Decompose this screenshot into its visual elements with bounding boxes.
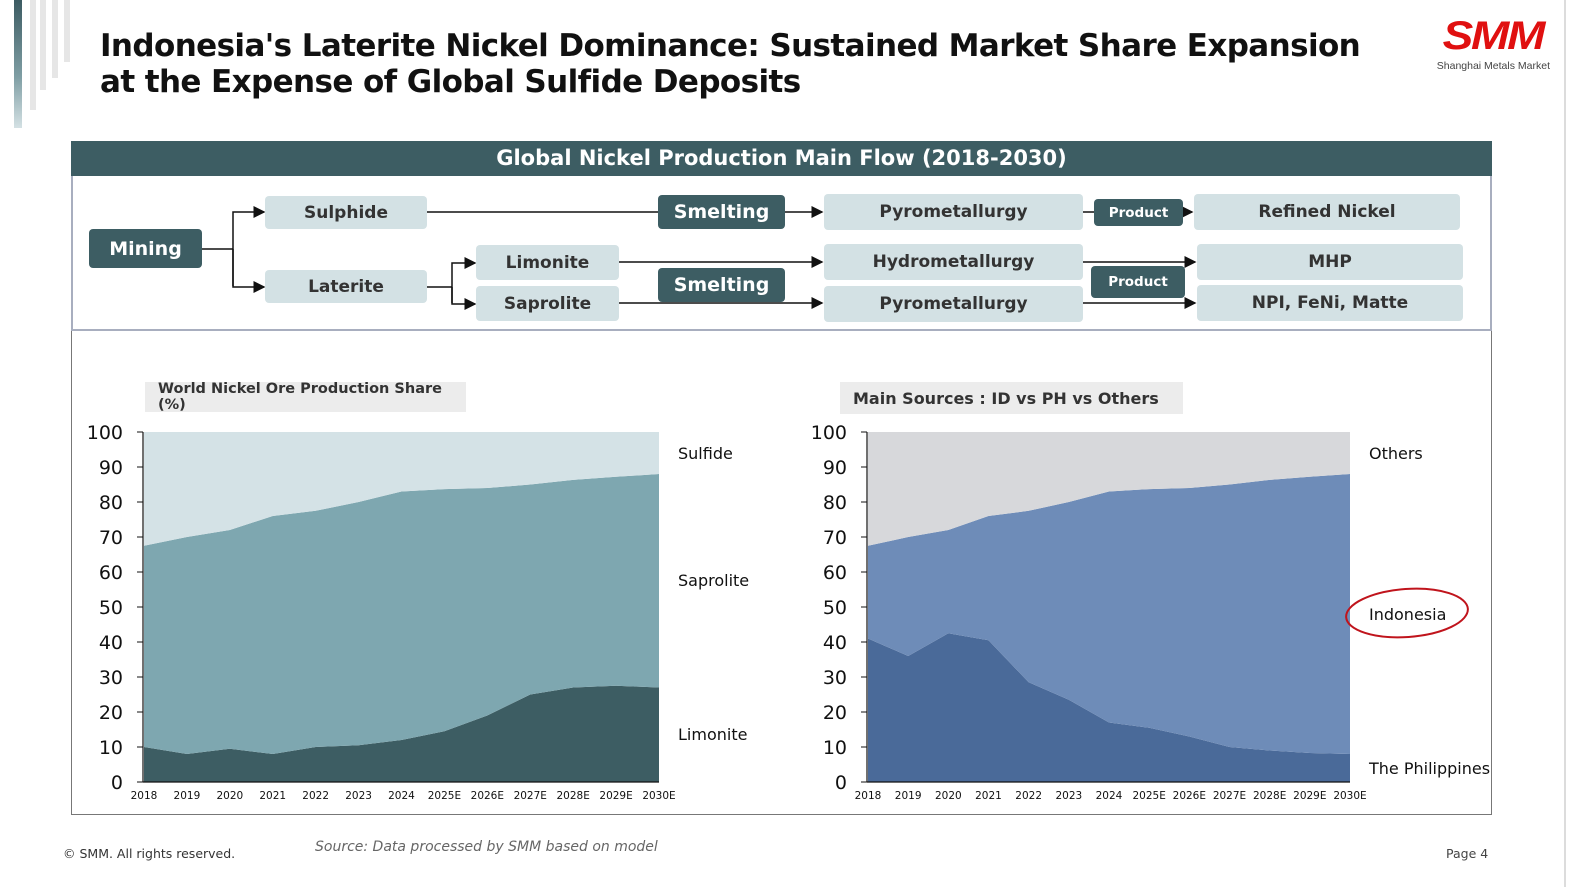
arrow-to-saprolite bbox=[451, 287, 477, 310]
right-x-tick-label: 2027E bbox=[1213, 790, 1246, 802]
right-x-tick-label: 2030E bbox=[1333, 790, 1366, 802]
right-x-tick-label: 2028E bbox=[1253, 790, 1286, 802]
left-y-tick-label: 50 bbox=[99, 597, 123, 619]
right-x-tick-label: 2019 bbox=[895, 790, 922, 802]
right-y-tick-label: 70 bbox=[823, 527, 847, 549]
right-y-tick-label: 30 bbox=[823, 667, 847, 689]
page-edge-divider bbox=[1564, 0, 1566, 887]
right-area-indonesia bbox=[868, 474, 1350, 754]
page-title: Indonesia's Laterite Nickel Dominance: S… bbox=[100, 28, 1361, 100]
left-x-tick-label: 2024 bbox=[388, 790, 415, 802]
node-product-bottom: Product bbox=[1091, 266, 1185, 298]
right-area-the-philippines bbox=[868, 633, 1350, 782]
decorative-bar bbox=[30, 0, 36, 110]
left-x-tick-label: 2023 bbox=[345, 790, 372, 802]
left-y-tick-label: 0 bbox=[111, 772, 123, 794]
right-y-tick-label: 100 bbox=[811, 422, 847, 444]
left-series-label-sulfide: Sulfide bbox=[678, 444, 733, 463]
arrow-to-laterite bbox=[232, 249, 266, 293]
right-x-tick-label: 2021 bbox=[975, 790, 1002, 802]
right-y-tick-label: 90 bbox=[823, 457, 847, 479]
left-y-tick-label: 90 bbox=[99, 457, 123, 479]
right-x-tick-label: 2029E bbox=[1293, 790, 1326, 802]
right-y-tick-label: 60 bbox=[823, 562, 847, 584]
decorative-bar bbox=[64, 0, 70, 62]
right-y-tick-label: 0 bbox=[835, 772, 847, 794]
node-smelting-bottom: Smelting bbox=[658, 268, 785, 302]
decorative-bar bbox=[14, 0, 22, 128]
left-x-tick-label: 2029E bbox=[599, 790, 632, 802]
right-series-label-indonesia: Indonesia bbox=[1369, 605, 1446, 624]
right-x-tick-label: 2025E bbox=[1132, 790, 1165, 802]
flow-header: Global Nickel Production Main Flow (2018… bbox=[71, 141, 1492, 176]
right-y-tick-label: 20 bbox=[823, 702, 847, 724]
right-x-tick-label: 2020 bbox=[935, 790, 962, 802]
left-y-tick-label: 40 bbox=[99, 632, 123, 654]
chart-title-right: Main Sources : ID vs PH vs Others bbox=[840, 382, 1183, 414]
node-saprolite: Saprolite bbox=[476, 286, 619, 321]
left-y-tick-label: 20 bbox=[99, 702, 123, 724]
left-area-saprolite bbox=[144, 474, 659, 754]
left-x-tick-label: 2020 bbox=[216, 790, 243, 802]
left-x-tick-label: 2022 bbox=[302, 790, 329, 802]
node-refined-nickel: Refined Nickel bbox=[1194, 194, 1460, 230]
right-x-tick-label: 2018 bbox=[855, 790, 882, 802]
left-y-tick-label: 30 bbox=[99, 667, 123, 689]
left-area-limonite bbox=[144, 685, 659, 782]
smm-logo: SMM Shanghai Metals Market bbox=[1430, 16, 1550, 72]
node-smelting-top: Smelting bbox=[658, 195, 785, 229]
right-series-label-others: Others bbox=[1369, 444, 1423, 463]
node-limonite: Limonite bbox=[476, 245, 619, 280]
left-x-tick-label: 2019 bbox=[174, 790, 201, 802]
left-x-tick-label: 2018 bbox=[131, 790, 158, 802]
flow-diagram-panel bbox=[71, 176, 1492, 331]
node-sulphide: Sulphide bbox=[265, 196, 427, 229]
decorative-bar bbox=[40, 0, 46, 90]
left-y-tick-label: 70 bbox=[99, 527, 123, 549]
right-series-label-the-philippines: The Philippines bbox=[1368, 759, 1490, 778]
node-product-top: Product bbox=[1094, 199, 1183, 226]
page-number: Page 4 bbox=[1446, 846, 1489, 861]
left-y-tick-label: 10 bbox=[99, 737, 123, 759]
left-y-tick-label: 80 bbox=[99, 492, 123, 514]
left-x-tick-label: 2021 bbox=[259, 790, 286, 802]
right-y-tick-label: 80 bbox=[823, 492, 847, 514]
footer-copyright: © SMM. All rights reserved. bbox=[63, 846, 236, 861]
left-area-sulfide bbox=[144, 432, 659, 546]
right-y-tick-label: 40 bbox=[823, 632, 847, 654]
node-laterite: Laterite bbox=[265, 270, 427, 303]
left-x-tick-label: 2026E bbox=[471, 790, 504, 802]
left-series-label-saprolite: Saprolite bbox=[678, 571, 749, 590]
node-pyrometallurgy-top: Pyrometallurgy bbox=[824, 194, 1083, 230]
footer-source: Source: Data processed by SMM based on m… bbox=[315, 839, 658, 855]
right-x-tick-label: 2024 bbox=[1096, 790, 1123, 802]
indonesia-highlight-circle bbox=[1345, 587, 1469, 639]
right-area-others bbox=[868, 432, 1350, 546]
left-y-tick-label: 100 bbox=[87, 422, 123, 444]
left-x-tick-label: 2028E bbox=[556, 790, 589, 802]
right-y-tick-label: 10 bbox=[823, 737, 847, 759]
decorative-bar bbox=[52, 0, 58, 78]
charts-panel bbox=[71, 331, 1492, 815]
left-y-tick-label: 60 bbox=[99, 562, 123, 584]
node-pyrometallurgy-bottom: Pyrometallurgy bbox=[824, 286, 1083, 322]
left-x-tick-label: 2025E bbox=[428, 790, 461, 802]
left-x-tick-label: 2027E bbox=[514, 790, 547, 802]
chart-title-left: World Nickel Ore Production Share (%) bbox=[145, 381, 466, 413]
left-x-tick-label: 2030E bbox=[642, 790, 675, 802]
node-npi-feni-matte: NPI, FeNi, Matte bbox=[1197, 285, 1463, 321]
node-mining: Mining bbox=[89, 229, 202, 268]
logo-mark: SMM bbox=[1442, 14, 1546, 58]
right-x-tick-label: 2026E bbox=[1173, 790, 1206, 802]
right-y-tick-label: 50 bbox=[823, 597, 847, 619]
logo-subtitle: Shanghai Metals Market bbox=[1436, 60, 1550, 72]
node-mhp: MHP bbox=[1197, 244, 1463, 280]
right-x-tick-label: 2022 bbox=[1015, 790, 1042, 802]
node-hydrometallurgy: Hydrometallurgy bbox=[824, 244, 1083, 280]
right-x-tick-label: 2023 bbox=[1055, 790, 1082, 802]
left-series-label-limonite: Limonite bbox=[678, 725, 747, 744]
